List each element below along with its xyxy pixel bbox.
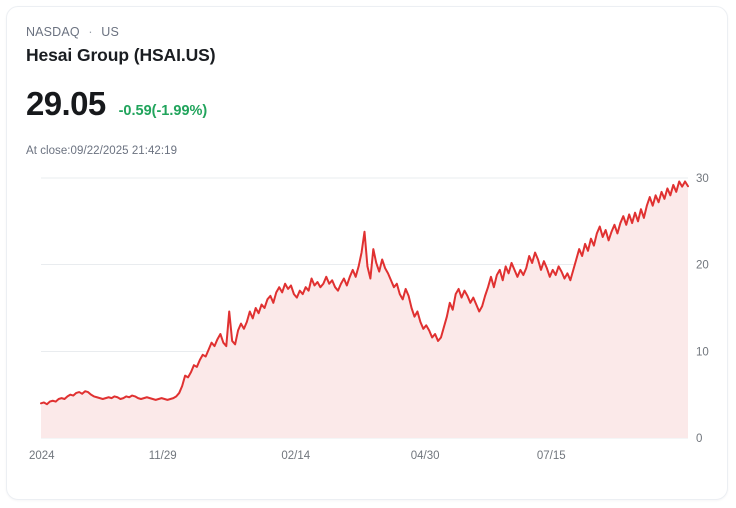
market-status-note: At close:09/22/2025 21:42:19 — [26, 145, 178, 157]
price-change: -0.59(-1.99%) — [118, 103, 208, 119]
exchange-row: NASDAQ · US — [26, 24, 626, 40]
market-region: US — [101, 25, 119, 39]
x-axis-tick-label: 07/15 — [537, 450, 566, 462]
y-axis-tick-label: 0 — [696, 433, 702, 445]
y-axis-tick-label: 10 — [696, 346, 709, 358]
exchange-separator: · — [88, 25, 93, 39]
x-axis-tick-label: 02/14 — [281, 450, 310, 462]
price-chart-svg[interactable]: 30 20 10 0 2024 11/29 02/14 04/30 07/15 — [7, 7, 728, 500]
y-axis-tick-label: 20 — [696, 260, 709, 272]
price-area-fill — [41, 181, 688, 438]
x-axis-tick-label: 2024 — [29, 450, 55, 462]
page-title: Hesai Group (HSAI.US) — [26, 45, 216, 65]
last-price: 29.05 — [26, 85, 106, 122]
x-axis-labels: 2024 11/29 02/14 04/30 07/15 — [29, 450, 566, 462]
price-line — [40, 180, 689, 406]
x-axis-tick-label: 11/29 — [149, 450, 177, 462]
price-row: 29.05 -0.59(-1.99%) — [26, 86, 207, 122]
y-axis-labels: 30 20 10 0 — [696, 173, 709, 445]
quote-header: NASDAQ · US Hesai Group (HSAI.US) — [26, 24, 626, 67]
exchange-name: NASDAQ — [26, 25, 80, 39]
price-chart[interactable]: 30 20 10 0 2024 11/29 02/14 04/30 07/15 — [7, 7, 728, 500]
stock-quote-card: NASDAQ · US Hesai Group (HSAI.US) 29.05 … — [6, 6, 728, 500]
y-axis-tick-label: 30 — [696, 173, 709, 185]
x-axis-tick-label: 04/30 — [411, 450, 440, 462]
